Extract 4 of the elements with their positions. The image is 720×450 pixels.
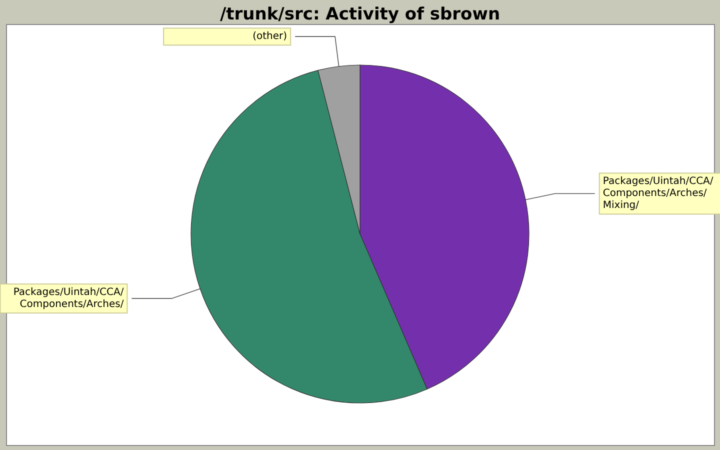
chart-title: /trunk/src: Activity of sbrown	[220, 4, 500, 24]
slice-label: (other)	[252, 31, 288, 42]
slice-label: Packages/Uintah/CCA/Components/Arches/Mixing/	[602, 176, 714, 212]
slice-label: Packages/Uintah/CCA/Components/Arches/	[13, 286, 124, 310]
